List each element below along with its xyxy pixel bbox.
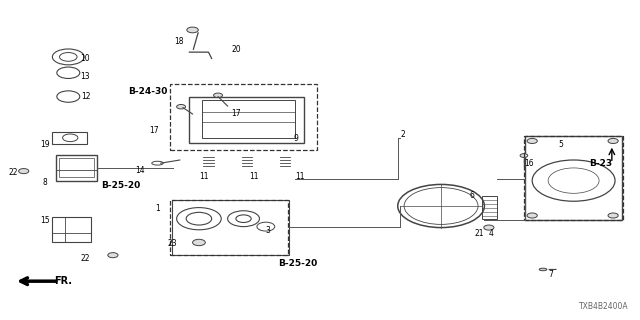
Text: 6: 6 <box>469 191 474 200</box>
Circle shape <box>177 105 186 109</box>
Bar <box>56 155 97 180</box>
Text: 4: 4 <box>488 229 493 238</box>
Text: 18: 18 <box>174 37 183 46</box>
Bar <box>525 136 622 220</box>
Text: B-24-30: B-24-30 <box>128 87 168 96</box>
Bar <box>170 84 317 150</box>
Text: 13: 13 <box>81 72 90 81</box>
Circle shape <box>19 169 29 174</box>
Text: 2: 2 <box>401 130 405 139</box>
Bar <box>52 132 88 144</box>
Text: B-23: B-23 <box>589 159 612 168</box>
Text: 16: 16 <box>524 159 534 168</box>
Text: 11: 11 <box>295 172 305 181</box>
Bar <box>483 196 497 219</box>
Text: FR.: FR. <box>54 276 72 286</box>
Text: 7: 7 <box>548 270 553 279</box>
Circle shape <box>484 225 494 230</box>
Text: 9: 9 <box>293 134 298 143</box>
Bar <box>172 200 289 254</box>
Circle shape <box>608 213 618 218</box>
Text: 3: 3 <box>266 226 270 235</box>
Text: 19: 19 <box>40 140 49 149</box>
Circle shape <box>608 139 618 143</box>
Text: 14: 14 <box>136 166 145 175</box>
Text: B-25-20: B-25-20 <box>278 259 317 268</box>
Text: 22: 22 <box>81 254 90 263</box>
Circle shape <box>527 213 538 218</box>
Text: 10: 10 <box>81 54 90 63</box>
Text: 8: 8 <box>42 178 47 187</box>
Circle shape <box>214 93 223 98</box>
Circle shape <box>520 154 528 157</box>
Bar <box>524 136 623 220</box>
Circle shape <box>527 139 538 143</box>
Circle shape <box>108 252 118 258</box>
Text: 15: 15 <box>40 216 49 225</box>
Text: 17: 17 <box>150 126 159 135</box>
Text: 20: 20 <box>231 45 241 54</box>
Bar <box>189 97 304 142</box>
Text: 11: 11 <box>199 172 209 181</box>
Bar <box>52 217 91 243</box>
Text: 1: 1 <box>155 204 160 213</box>
Circle shape <box>193 239 205 246</box>
Ellipse shape <box>540 268 547 271</box>
Text: 17: 17 <box>231 108 241 117</box>
Bar <box>59 158 94 178</box>
Bar <box>202 100 294 138</box>
Text: B-25-20: B-25-20 <box>102 181 141 190</box>
Text: 11: 11 <box>250 172 259 181</box>
Text: 22: 22 <box>8 168 18 177</box>
Bar <box>170 200 288 255</box>
Text: 5: 5 <box>559 140 563 149</box>
Text: TXB4B2400A: TXB4B2400A <box>579 302 629 311</box>
Circle shape <box>187 27 198 33</box>
Text: 21: 21 <box>474 229 484 238</box>
Text: 12: 12 <box>81 92 90 101</box>
Text: 23: 23 <box>167 239 177 248</box>
